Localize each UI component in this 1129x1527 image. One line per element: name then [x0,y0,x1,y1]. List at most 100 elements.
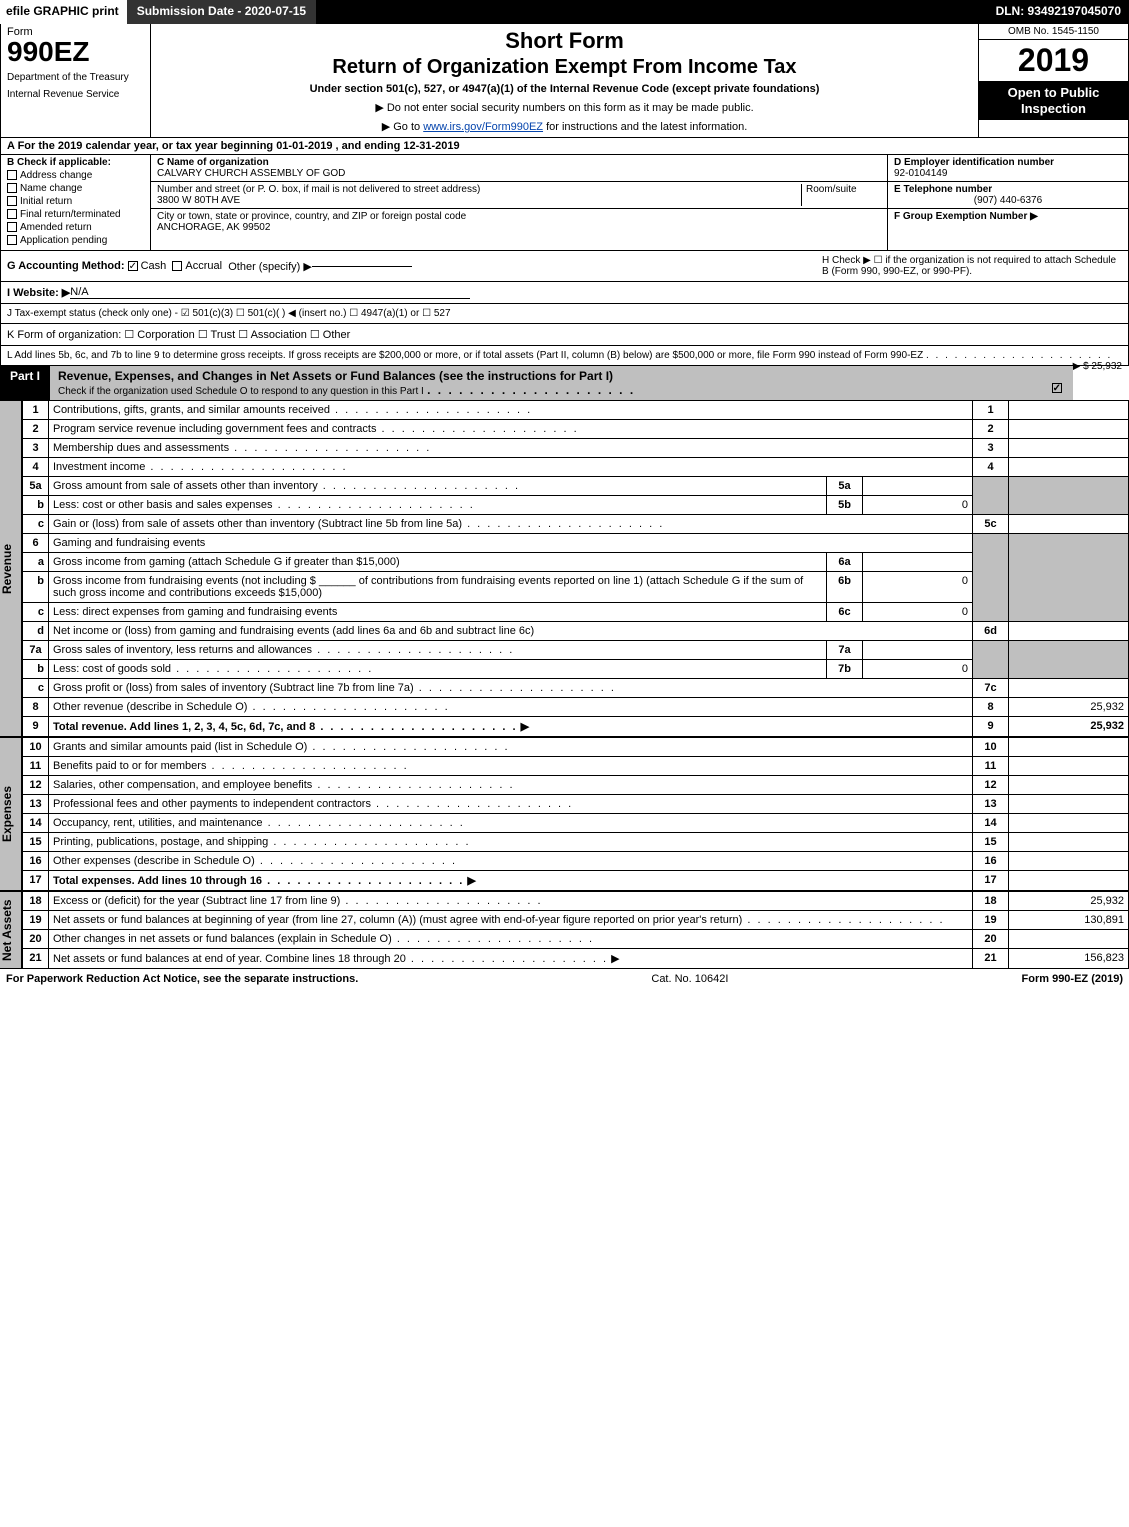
footer-left: For Paperwork Reduction Act Notice, see … [6,973,358,985]
year-block: OMB No. 1545-1150 2019 Open to Public In… [978,24,1128,137]
ein-label: D Employer identification number [894,157,1122,168]
group-label: F Group Exemption Number ▶ [894,211,1122,222]
part1-check: Check if the organization used Schedule … [58,386,424,397]
revenue-sidelabel: Revenue [0,400,22,737]
chk-amended[interactable]: Amended return [7,222,144,233]
tax-year: 2019 [979,40,1128,81]
inspection-label: Open to Public Inspection [979,81,1128,120]
part1-header: Part I Revenue, Expenses, and Changes in… [0,366,1073,400]
table-row: 8Other revenue (describe in Schedule O)8… [23,698,1129,717]
table-row: cGross profit or (loss) from sales of in… [23,679,1129,698]
irs-label: Internal Revenue Service [7,89,144,100]
table-row: 11Benefits paid to or for members11 [23,757,1129,776]
top-bar: efile GRAPHIC print Submission Date - 20… [0,0,1129,24]
ssn-note: ▶ Do not enter social security numbers o… [159,101,970,114]
accrual-label: Accrual [185,260,222,272]
table-row: 15Printing, publications, postage, and s… [23,833,1129,852]
row-l: L Add lines 5b, 6c, and 7b to line 9 to … [0,346,1129,366]
goto-post: for instructions and the latest informat… [546,121,747,133]
netassets-table: 18Excess or (deficit) for the year (Subt… [22,891,1129,969]
table-row: 17Total expenses. Add lines 10 through 1… [23,871,1129,891]
table-row: 14Occupancy, rent, utilities, and mainte… [23,814,1129,833]
chk-application[interactable]: Application pending [7,235,144,246]
irs-link[interactable]: www.irs.gov/Form990EZ [423,121,543,133]
revenue-table: 1Contributions, gifts, grants, and simil… [22,400,1129,737]
table-row: 3Membership dues and assessments3 [23,439,1129,458]
page-footer: For Paperwork Reduction Act Notice, see … [0,969,1129,989]
department-label: Department of the Treasury [7,72,144,83]
l-amount: ▶ $ 25,932 [1073,361,1122,372]
box-b-label: B Check if applicable: [7,157,144,168]
box-c: C Name of organization CALVARY CHURCH AS… [151,155,888,250]
footer-cat: Cat. No. 10642I [358,973,1021,985]
row-g: G Accounting Method: Cash Accrual Other … [0,251,1129,282]
table-row: 5aGross amount from sale of assets other… [23,477,1129,496]
phone-row: E Telephone number (907) 440-6376 [888,182,1128,209]
chk-initial[interactable]: Initial return [7,196,144,207]
goto-pre: ▶ Go to [382,121,423,133]
l-text: L Add lines 5b, 6c, and 7b to line 9 to … [7,350,923,361]
group-row: F Group Exemption Number ▶ [888,209,1128,224]
org-name: CALVARY CHURCH ASSEMBLY OF GOD [157,168,345,179]
table-row: bGross income from fundraising events (n… [23,572,1129,603]
chk-name[interactable]: Name change [7,183,144,194]
title-return: Return of Organization Exempt From Incom… [159,56,970,79]
table-row: bLess: cost or other basis and sales exp… [23,496,1129,515]
form-header: Form 990EZ Department of the Treasury In… [0,24,1129,138]
table-row: 20Other changes in net assets or fund ba… [23,930,1129,949]
spacer [316,0,987,24]
street-label: Number and street (or P. O. box, if mail… [157,184,480,195]
table-row: bLess: cost of goods sold7b0 [23,660,1129,679]
other-input[interactable] [312,266,412,267]
footer-right: Form 990-EZ (2019) [1022,973,1123,985]
form-id-block: Form 990EZ Department of the Treasury In… [1,24,151,137]
dln-number: DLN: 93492197045070 [988,0,1129,24]
other-label: Other (specify) ▶ [228,260,312,273]
table-row: 10Grants and similar amounts paid (list … [23,738,1129,757]
table-row: 7aGross sales of inventory, less returns… [23,641,1129,660]
efile-label: efile GRAPHIC print [0,0,125,24]
website-value: N/A [70,286,470,299]
subtitle: Under section 501(c), 527, or 4947(a)(1)… [159,83,970,95]
expenses-table: 10Grants and similar amounts paid (list … [22,737,1129,891]
netassets-section: Net Assets 18Excess or (deficit) for the… [0,891,1129,969]
title-short-form: Short Form [159,28,970,54]
table-row: aGross income from gaming (attach Schedu… [23,553,1129,572]
chk-accrual[interactable] [172,261,182,271]
table-row: 1Contributions, gifts, grants, and simil… [23,401,1129,420]
phone-value: (907) 440-6376 [894,195,1122,206]
revenue-section: Revenue 1Contributions, gifts, grants, a… [0,400,1129,737]
city-row: City or town, state or province, country… [151,209,887,235]
chk-final[interactable]: Final return/terminated [7,209,144,220]
netassets-sidelabel: Net Assets [0,891,22,969]
ein-value: 92-0104149 [894,168,1122,179]
inspect-line2: Inspection [981,101,1126,117]
table-row: cLess: direct expenses from gaming and f… [23,603,1129,622]
i-label: I Website: ▶ [7,286,70,299]
expenses-sidelabel: Expenses [0,737,22,891]
inspect-line1: Open to Public [981,85,1126,101]
cash-label: Cash [141,260,167,272]
goto-note: ▶ Go to www.irs.gov/Form990EZ for instru… [159,120,970,133]
part1-label: Part I [0,366,50,400]
chk-schedule-o[interactable] [1052,383,1062,393]
street-row: Number and street (or P. O. box, if mail… [151,182,887,209]
chk-address[interactable]: Address change [7,170,144,181]
l-dots [926,350,1112,361]
table-row: dNet income or (loss) from gaming and fu… [23,622,1129,641]
street-value: 3800 W 80TH AVE [157,195,240,206]
form-number: 990EZ [7,38,144,66]
table-row: 21Net assets or fund balances at end of … [23,949,1129,969]
city-value: ANCHORAGE, AK 99502 [157,222,270,233]
section-bcd: B Check if applicable: Address change Na… [0,155,1129,251]
omb-number: OMB No. 1545-1150 [979,24,1128,40]
table-row: 18Excess or (deficit) for the year (Subt… [23,892,1129,911]
ein-row: D Employer identification number 92-0104… [888,155,1128,182]
org-name-row: C Name of organization CALVARY CHURCH AS… [151,155,887,182]
table-row: 2Program service revenue including gover… [23,420,1129,439]
chk-cash[interactable] [128,261,138,271]
phone-label: E Telephone number [894,184,1122,195]
row-i: I Website: ▶ N/A [0,282,1129,304]
table-row: 19Net assets or fund balances at beginni… [23,911,1129,930]
table-row: 9Total revenue. Add lines 1, 2, 3, 4, 5c… [23,717,1129,737]
